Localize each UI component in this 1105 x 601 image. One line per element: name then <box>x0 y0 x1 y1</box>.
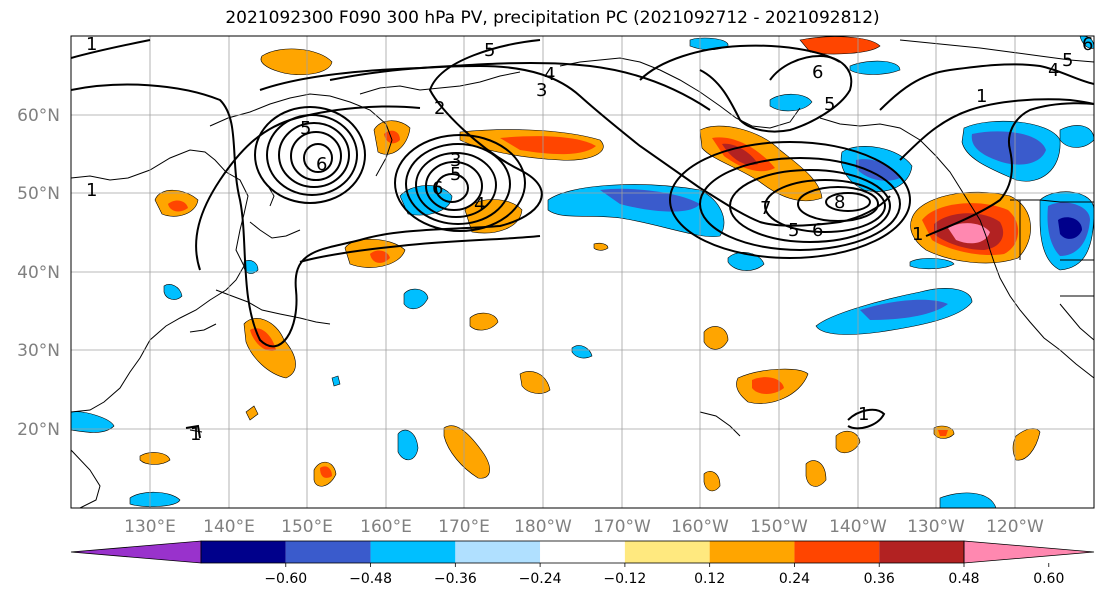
lon-label: 120°W <box>986 517 1044 537</box>
colorbar-tick-label: −0.60 <box>264 571 307 587</box>
pv-contours <box>71 39 1094 439</box>
lat-label: 20°N <box>17 420 60 440</box>
longitude-labels: 130°E 140°E 150°E 160°E 170°E 180°W 170°… <box>124 517 1044 537</box>
colorbar-frame <box>200 540 965 564</box>
colorbar-tick-label: −0.48 <box>349 571 392 587</box>
lon-label: 170°E <box>438 517 490 537</box>
map-frame <box>70 35 1095 509</box>
pv-contour-label: 1 <box>86 34 97 55</box>
pv-contour-label: 3 <box>450 150 461 171</box>
lon-label: 170°W <box>593 517 651 537</box>
pv-contour-label: 4 <box>544 64 555 85</box>
lon-label: 180°W <box>514 517 572 537</box>
lon-label: 140°E <box>203 517 255 537</box>
lon-label: 140°W <box>829 517 887 537</box>
pv-contour-label: 6 <box>1082 34 1093 55</box>
lon-label: 160°E <box>360 517 412 537</box>
colorbar: −0.60 −0.48 −0.36 −0.24 −0.12 0.12 0.24 0.36 0.4… <box>70 540 1095 587</box>
colorbar-tick-label: 0.48 <box>948 571 979 587</box>
colorbar-swatch <box>370 541 456 563</box>
lon-label: 150°E <box>281 517 333 537</box>
colorbar-tick-label: 0.36 <box>864 571 895 587</box>
coastlines <box>71 39 1094 508</box>
lon-label: 150°W <box>750 517 808 537</box>
colorbar-tick-label: 0.60 <box>1033 571 1064 587</box>
pv-contour-label: 6 <box>812 62 823 83</box>
pv-contour-labels: 1 5 4 3 2 5 6 3 5 4 6 6 5 6 7 5 8 1 6 4 … <box>86 34 1093 445</box>
lon-label: 130°W <box>907 517 965 537</box>
colorbar-swatch <box>201 541 286 563</box>
colorbar-tick-label: −0.36 <box>434 571 477 587</box>
colorbar-tick-label: −0.12 <box>603 571 646 587</box>
pv-contour-label: 7 <box>760 198 771 219</box>
lat-label: 30°N <box>17 341 60 361</box>
colorbar-tick-label: 0.24 <box>779 571 810 587</box>
pv-contour-label: 3 <box>536 80 547 101</box>
lon-label: 130°E <box>124 517 176 537</box>
colorbar-tick-label: −0.24 <box>519 571 562 587</box>
colorbar-swatch <box>540 541 625 563</box>
colorbar-swatch <box>70 540 202 564</box>
colorbar-swatch <box>455 541 541 563</box>
pv-contour-label: 2 <box>434 98 445 119</box>
pv-contour-label: 5 <box>484 40 495 61</box>
colorbar-tick-label: 0.12 <box>694 571 725 587</box>
pv-contour-label: 6 <box>812 220 823 241</box>
pv-contour-label: 1 <box>976 86 987 107</box>
colorbar-swatch <box>794 541 880 563</box>
pv-contour-label: 4 <box>1048 60 1059 81</box>
pv-contour-label: 5 <box>300 118 311 139</box>
pv-contour-label: 5 <box>824 94 835 115</box>
pv-contour-label: 8 <box>834 192 845 213</box>
pv-contour-label: 1 <box>912 224 923 245</box>
pv-contour-label: 5 <box>788 220 799 241</box>
colorbar-swatch <box>963 540 1095 564</box>
colorbar-swatch <box>285 541 371 563</box>
pv-contour-label: 5 <box>450 164 461 185</box>
pv-contour-label: 4 <box>474 194 485 215</box>
map-title: 2021092300 F090 300 hPa PV, precipitatio… <box>225 8 880 28</box>
pv-contour-label: 1 <box>190 424 201 445</box>
colorbar-swatch <box>709 541 795 563</box>
pv-contour-label: 6 <box>316 154 327 175</box>
lat-label: 50°N <box>17 184 60 204</box>
pv-contour-label: 6 <box>432 178 443 199</box>
pv-contour-label: 1 <box>858 404 869 425</box>
colorbar-swatch <box>624 541 710 563</box>
lon-label: 160°W <box>671 517 729 537</box>
pv-contour-label: 1 <box>86 180 97 201</box>
pv-contour-label: 5 <box>1062 50 1073 71</box>
lat-label: 60°N <box>17 106 60 126</box>
colorbar-swatch <box>879 541 964 563</box>
latitude-labels: 60°N 50°N 40°N 30°N 20°N <box>17 106 60 440</box>
lat-label: 40°N <box>17 263 60 283</box>
